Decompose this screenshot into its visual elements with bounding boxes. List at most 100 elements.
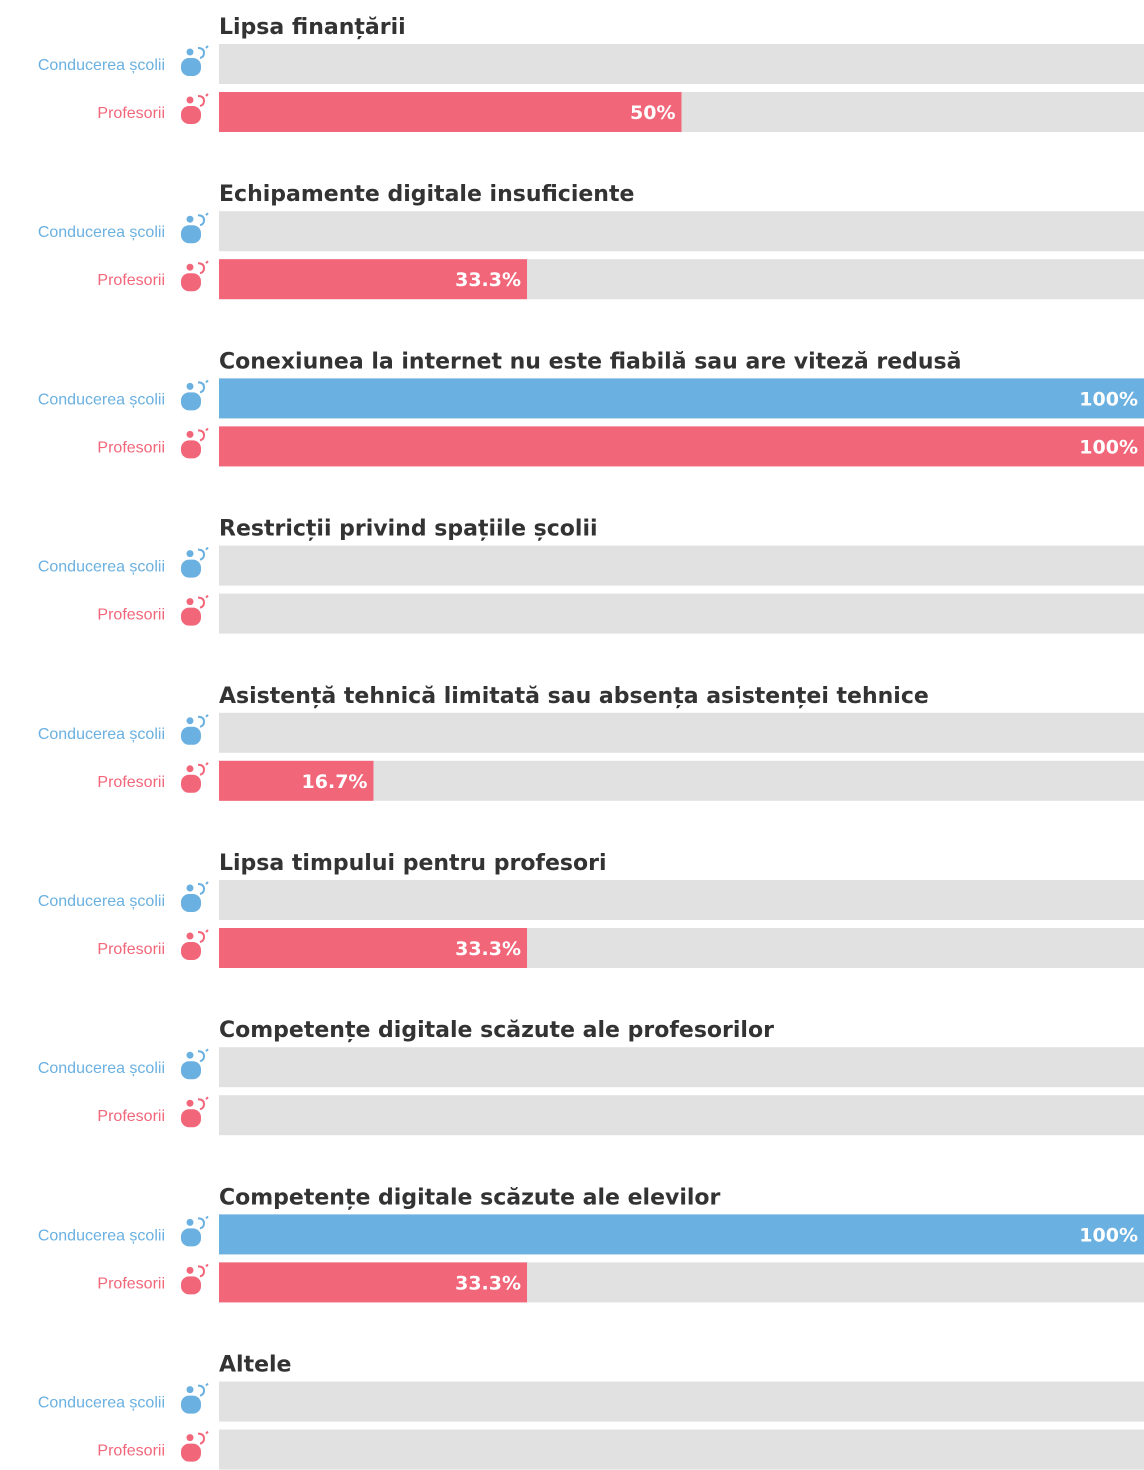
icon-body: [181, 225, 201, 244]
person-icon: [181, 1382, 209, 1414]
icon-wave: [197, 1382, 209, 1397]
category-title: Restricții privind spațiile școlii: [219, 517, 598, 542]
person-icon: [181, 260, 209, 292]
icon-wave: [197, 93, 209, 107]
icon-body: [181, 559, 201, 578]
series-label: Conducerea școlii: [38, 726, 165, 743]
icon-body: [181, 273, 201, 292]
series-label: Conducerea școlii: [38, 559, 165, 576]
icon-wave: [197, 1048, 209, 1063]
value-label: 16.7%: [302, 771, 368, 793]
bar-track: [219, 880, 1144, 920]
icon-head: [186, 932, 194, 940]
person-icon: [181, 93, 209, 124]
icon-wave: [197, 929, 209, 943]
icon-wave: [197, 1263, 209, 1278]
bar-track: [219, 545, 1144, 586]
category-title: Echipamente digitale insuficiente: [219, 182, 634, 207]
series-label: Conducerea școlii: [38, 1395, 165, 1412]
icon-head: [186, 550, 194, 558]
icon-body: [181, 1395, 201, 1414]
icon-body: [181, 774, 201, 793]
person-icon: [181, 1430, 209, 1462]
icon-head: [186, 884, 194, 892]
value-label: 100%: [1079, 436, 1138, 458]
series-label: Conducerea școlii: [38, 224, 165, 241]
bar-track: [219, 712, 1144, 753]
bar-track: [219, 1381, 1144, 1422]
bar-track: [219, 1429, 1144, 1470]
category-title: Conexiunea la internet nu este fiabilă s…: [219, 349, 962, 374]
icon-head: [186, 48, 194, 56]
bar: [219, 92, 682, 132]
category-title: Competențe digitale scăzute ale profesor…: [219, 1018, 774, 1043]
person-icon: [181, 1096, 209, 1128]
series-label: Profesorii: [97, 439, 165, 456]
person-icon: [181, 881, 209, 912]
person-icon: [181, 929, 209, 960]
series-label: Profesorii: [97, 1443, 165, 1460]
icon-head: [186, 1218, 194, 1226]
icon-wave: [197, 212, 209, 227]
category-title: Lipsa finanțării: [219, 15, 406, 40]
icon-wave: [197, 260, 209, 275]
icon-body: [181, 726, 201, 745]
bar-track: [219, 593, 1144, 634]
person-icon: [181, 427, 209, 459]
icon-body: [181, 1109, 201, 1128]
person-icon: [181, 1215, 209, 1247]
icon-wave: [197, 45, 209, 59]
icon-head: [186, 382, 194, 390]
icon-wave: [197, 881, 209, 895]
value-label: 33.3%: [455, 938, 521, 960]
icon-body: [181, 942, 201, 960]
bar: [219, 928, 528, 968]
value-label: 33.3%: [455, 1272, 521, 1294]
icon-body: [181, 894, 201, 912]
icon-body: [181, 440, 201, 459]
person-icon: [181, 762, 209, 793]
category-title: Altele: [219, 1353, 291, 1378]
series-label: Profesorii: [97, 1108, 165, 1125]
icon-wave: [197, 427, 209, 442]
value-label: 50%: [630, 102, 675, 124]
value-label: 100%: [1079, 388, 1138, 410]
series-label: Profesorii: [97, 774, 165, 791]
bar-track: [219, 44, 1144, 84]
icon-wave: [197, 379, 209, 394]
series-label: Conducerea școlii: [38, 893, 165, 910]
category-title: Lipsa timpului pentru profesori: [219, 851, 607, 876]
bar-track: [219, 1047, 1144, 1088]
icon-wave: [197, 762, 209, 776]
icon-head: [186, 215, 194, 223]
person-icon: [181, 714, 209, 745]
person-icon: [181, 212, 209, 244]
bar: [219, 1214, 1144, 1255]
value-label: 33.3%: [455, 269, 521, 291]
bar: [219, 760, 374, 801]
bar: [219, 259, 528, 300]
bar: [219, 378, 1144, 419]
series-label: Profesorii: [97, 105, 165, 122]
bar: [219, 426, 1144, 467]
icon-wave: [197, 1096, 209, 1111]
person-icon: [181, 1263, 209, 1295]
series-label: Conducerea școlii: [38, 1060, 165, 1077]
icon-body: [181, 392, 201, 411]
icon-body: [181, 1443, 201, 1462]
icon-head: [186, 1434, 194, 1442]
series-label: Profesorii: [97, 272, 165, 289]
icon-head: [186, 96, 194, 104]
icon-body: [181, 1228, 201, 1247]
icon-head: [186, 430, 194, 438]
icon-body: [181, 607, 201, 626]
icon-wave: [197, 1430, 209, 1445]
icon-head: [186, 598, 194, 606]
icon-body: [181, 58, 201, 76]
icon-head: [186, 263, 194, 271]
icon-head: [186, 765, 194, 773]
icon-wave: [197, 594, 209, 609]
series-label: Profesorii: [97, 1275, 165, 1292]
